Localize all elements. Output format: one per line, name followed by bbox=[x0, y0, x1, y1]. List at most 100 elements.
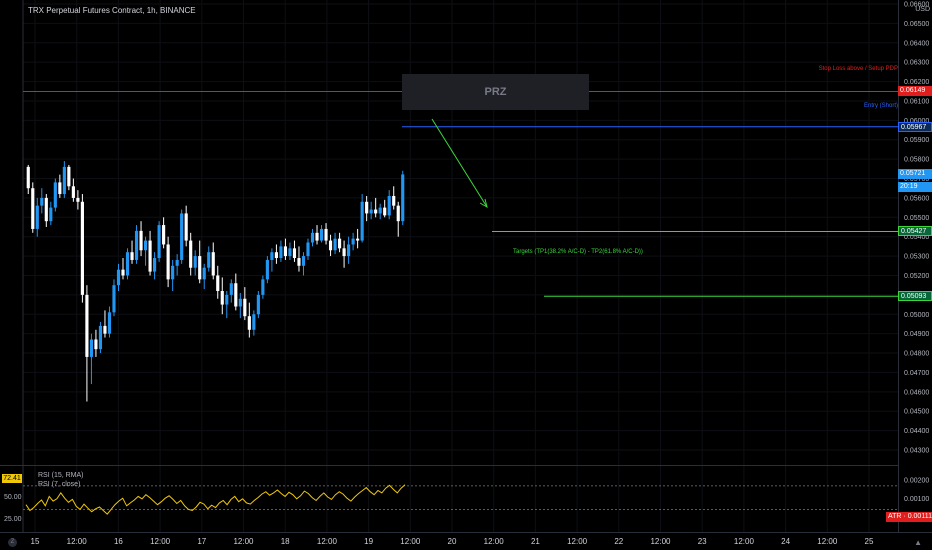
time-tick: 12:00 bbox=[150, 537, 171, 546]
candle-body bbox=[67, 166, 71, 187]
candle-body bbox=[297, 258, 301, 266]
candle-body bbox=[121, 269, 125, 276]
price-tick: 0.06000 bbox=[904, 118, 929, 125]
rsi-tick-50: 50.00 bbox=[4, 494, 22, 501]
rsi-tick-25: 25.00 bbox=[4, 516, 22, 523]
candle-body bbox=[392, 195, 396, 206]
candle-body bbox=[261, 279, 265, 295]
candle-body bbox=[238, 298, 242, 307]
chart-grid bbox=[23, 0, 898, 532]
rsi-pane bbox=[23, 484, 898, 515]
tp1-price-label: 0.05427 bbox=[898, 226, 932, 237]
time-tick: 21 bbox=[531, 537, 540, 546]
candle-body bbox=[279, 246, 283, 259]
time-tick: 18 bbox=[281, 537, 290, 546]
candle-body bbox=[98, 325, 103, 350]
candle-body bbox=[171, 265, 175, 280]
candle-body bbox=[62, 166, 66, 195]
price-tick: 0.06400 bbox=[904, 40, 929, 47]
targets-annotation: Targets (TP1(38.2% A/C-D) - TP2(61.8% A/… bbox=[513, 249, 643, 255]
candle-body bbox=[139, 230, 143, 251]
time-tick: 12:00 bbox=[650, 537, 671, 546]
candle-body bbox=[265, 259, 269, 280]
candle-body bbox=[116, 269, 121, 286]
rsi-label-line1: RSI (15, RMA) bbox=[38, 472, 84, 479]
candle-body bbox=[274, 252, 278, 259]
stop-price-label: 0.06149 bbox=[898, 86, 932, 97]
candle-body bbox=[207, 252, 211, 268]
price-tick: 0.06500 bbox=[904, 21, 929, 28]
candle-body bbox=[365, 201, 369, 214]
candle-body bbox=[198, 256, 202, 280]
price-tick: 0.04300 bbox=[904, 448, 929, 455]
price-tick: 0.06100 bbox=[904, 98, 929, 105]
candle-body bbox=[351, 238, 355, 245]
candle-body bbox=[40, 197, 44, 206]
candle-body bbox=[256, 294, 260, 315]
time-tick: 12:00 bbox=[67, 537, 88, 546]
candle-body bbox=[134, 230, 139, 260]
projection-arrow bbox=[431, 118, 488, 208]
time-tick: 24 bbox=[781, 537, 790, 546]
price-tick: 0.04400 bbox=[904, 428, 929, 435]
time-tick: 16 bbox=[114, 537, 123, 546]
stop-loss-annotation: Stop Loss above / Setup PDP bbox=[818, 66, 898, 72]
time-tick: 12:00 bbox=[567, 537, 588, 546]
time-tick: 12:00 bbox=[400, 537, 421, 546]
price-tick: 0.06300 bbox=[904, 60, 929, 67]
candle-body bbox=[401, 174, 405, 222]
price-tick: 0.04600 bbox=[904, 389, 929, 396]
candle-body bbox=[189, 240, 193, 268]
candle-body bbox=[53, 182, 57, 208]
candle-body bbox=[148, 240, 152, 272]
time-tick: 25 bbox=[865, 537, 874, 546]
candle-body bbox=[211, 252, 215, 276]
candle-body bbox=[347, 244, 351, 257]
candle-body bbox=[383, 207, 387, 216]
prz-box[interactable]: PRZ bbox=[402, 74, 589, 110]
atr-tick: 0.00200 bbox=[904, 478, 929, 485]
price-tick: 0.05300 bbox=[904, 254, 929, 261]
candle-body bbox=[80, 201, 84, 295]
candle-body bbox=[387, 195, 391, 216]
rsi-label-line2: RSI (7, close) bbox=[38, 481, 81, 488]
candle-body bbox=[49, 207, 53, 222]
candle-body bbox=[342, 248, 346, 257]
candle-body bbox=[356, 238, 360, 241]
candle-body bbox=[202, 267, 206, 280]
candle-body bbox=[94, 339, 98, 350]
candle-body bbox=[396, 205, 400, 222]
candle-body bbox=[89, 339, 94, 357]
time-tick: 12:00 bbox=[484, 537, 505, 546]
candle-body bbox=[360, 201, 364, 241]
candle-body bbox=[153, 258, 157, 272]
projection-arrowhead bbox=[479, 198, 488, 209]
tradingview-logo-icon[interactable]: Z bbox=[8, 538, 17, 547]
candle-body bbox=[292, 248, 297, 259]
candle-body bbox=[193, 256, 197, 268]
candle-body bbox=[157, 225, 161, 259]
candle-body bbox=[306, 242, 310, 257]
candle-body bbox=[324, 228, 328, 241]
rsi-indicator-label[interactable]: RSI (15, RMA) RSI (7, close) bbox=[38, 471, 84, 489]
price-tick: 0.05500 bbox=[904, 215, 929, 222]
time-tick: 12:00 bbox=[233, 537, 254, 546]
rsi-line bbox=[25, 484, 406, 515]
atr-tick: 0.00100 bbox=[904, 496, 929, 503]
candle-body bbox=[319, 228, 324, 241]
price-tick: 0.05700 bbox=[904, 176, 929, 183]
currency-label: USD bbox=[915, 6, 930, 13]
countdown-label: 20:19 bbox=[898, 182, 932, 193]
tp2-price-label: 0.05093 bbox=[898, 291, 932, 302]
candle-body bbox=[166, 244, 170, 280]
candle-body bbox=[283, 246, 288, 257]
candle-body bbox=[252, 314, 256, 330]
price-tick: 0.05900 bbox=[904, 137, 929, 144]
scroll-to-latest-icon[interactable]: ▲ bbox=[914, 538, 922, 547]
candles-layer bbox=[26, 161, 405, 402]
time-tick: 12:00 bbox=[817, 537, 838, 546]
price-tick: 0.06600 bbox=[904, 2, 929, 9]
candle-body bbox=[143, 240, 148, 251]
candle-body bbox=[107, 312, 112, 334]
